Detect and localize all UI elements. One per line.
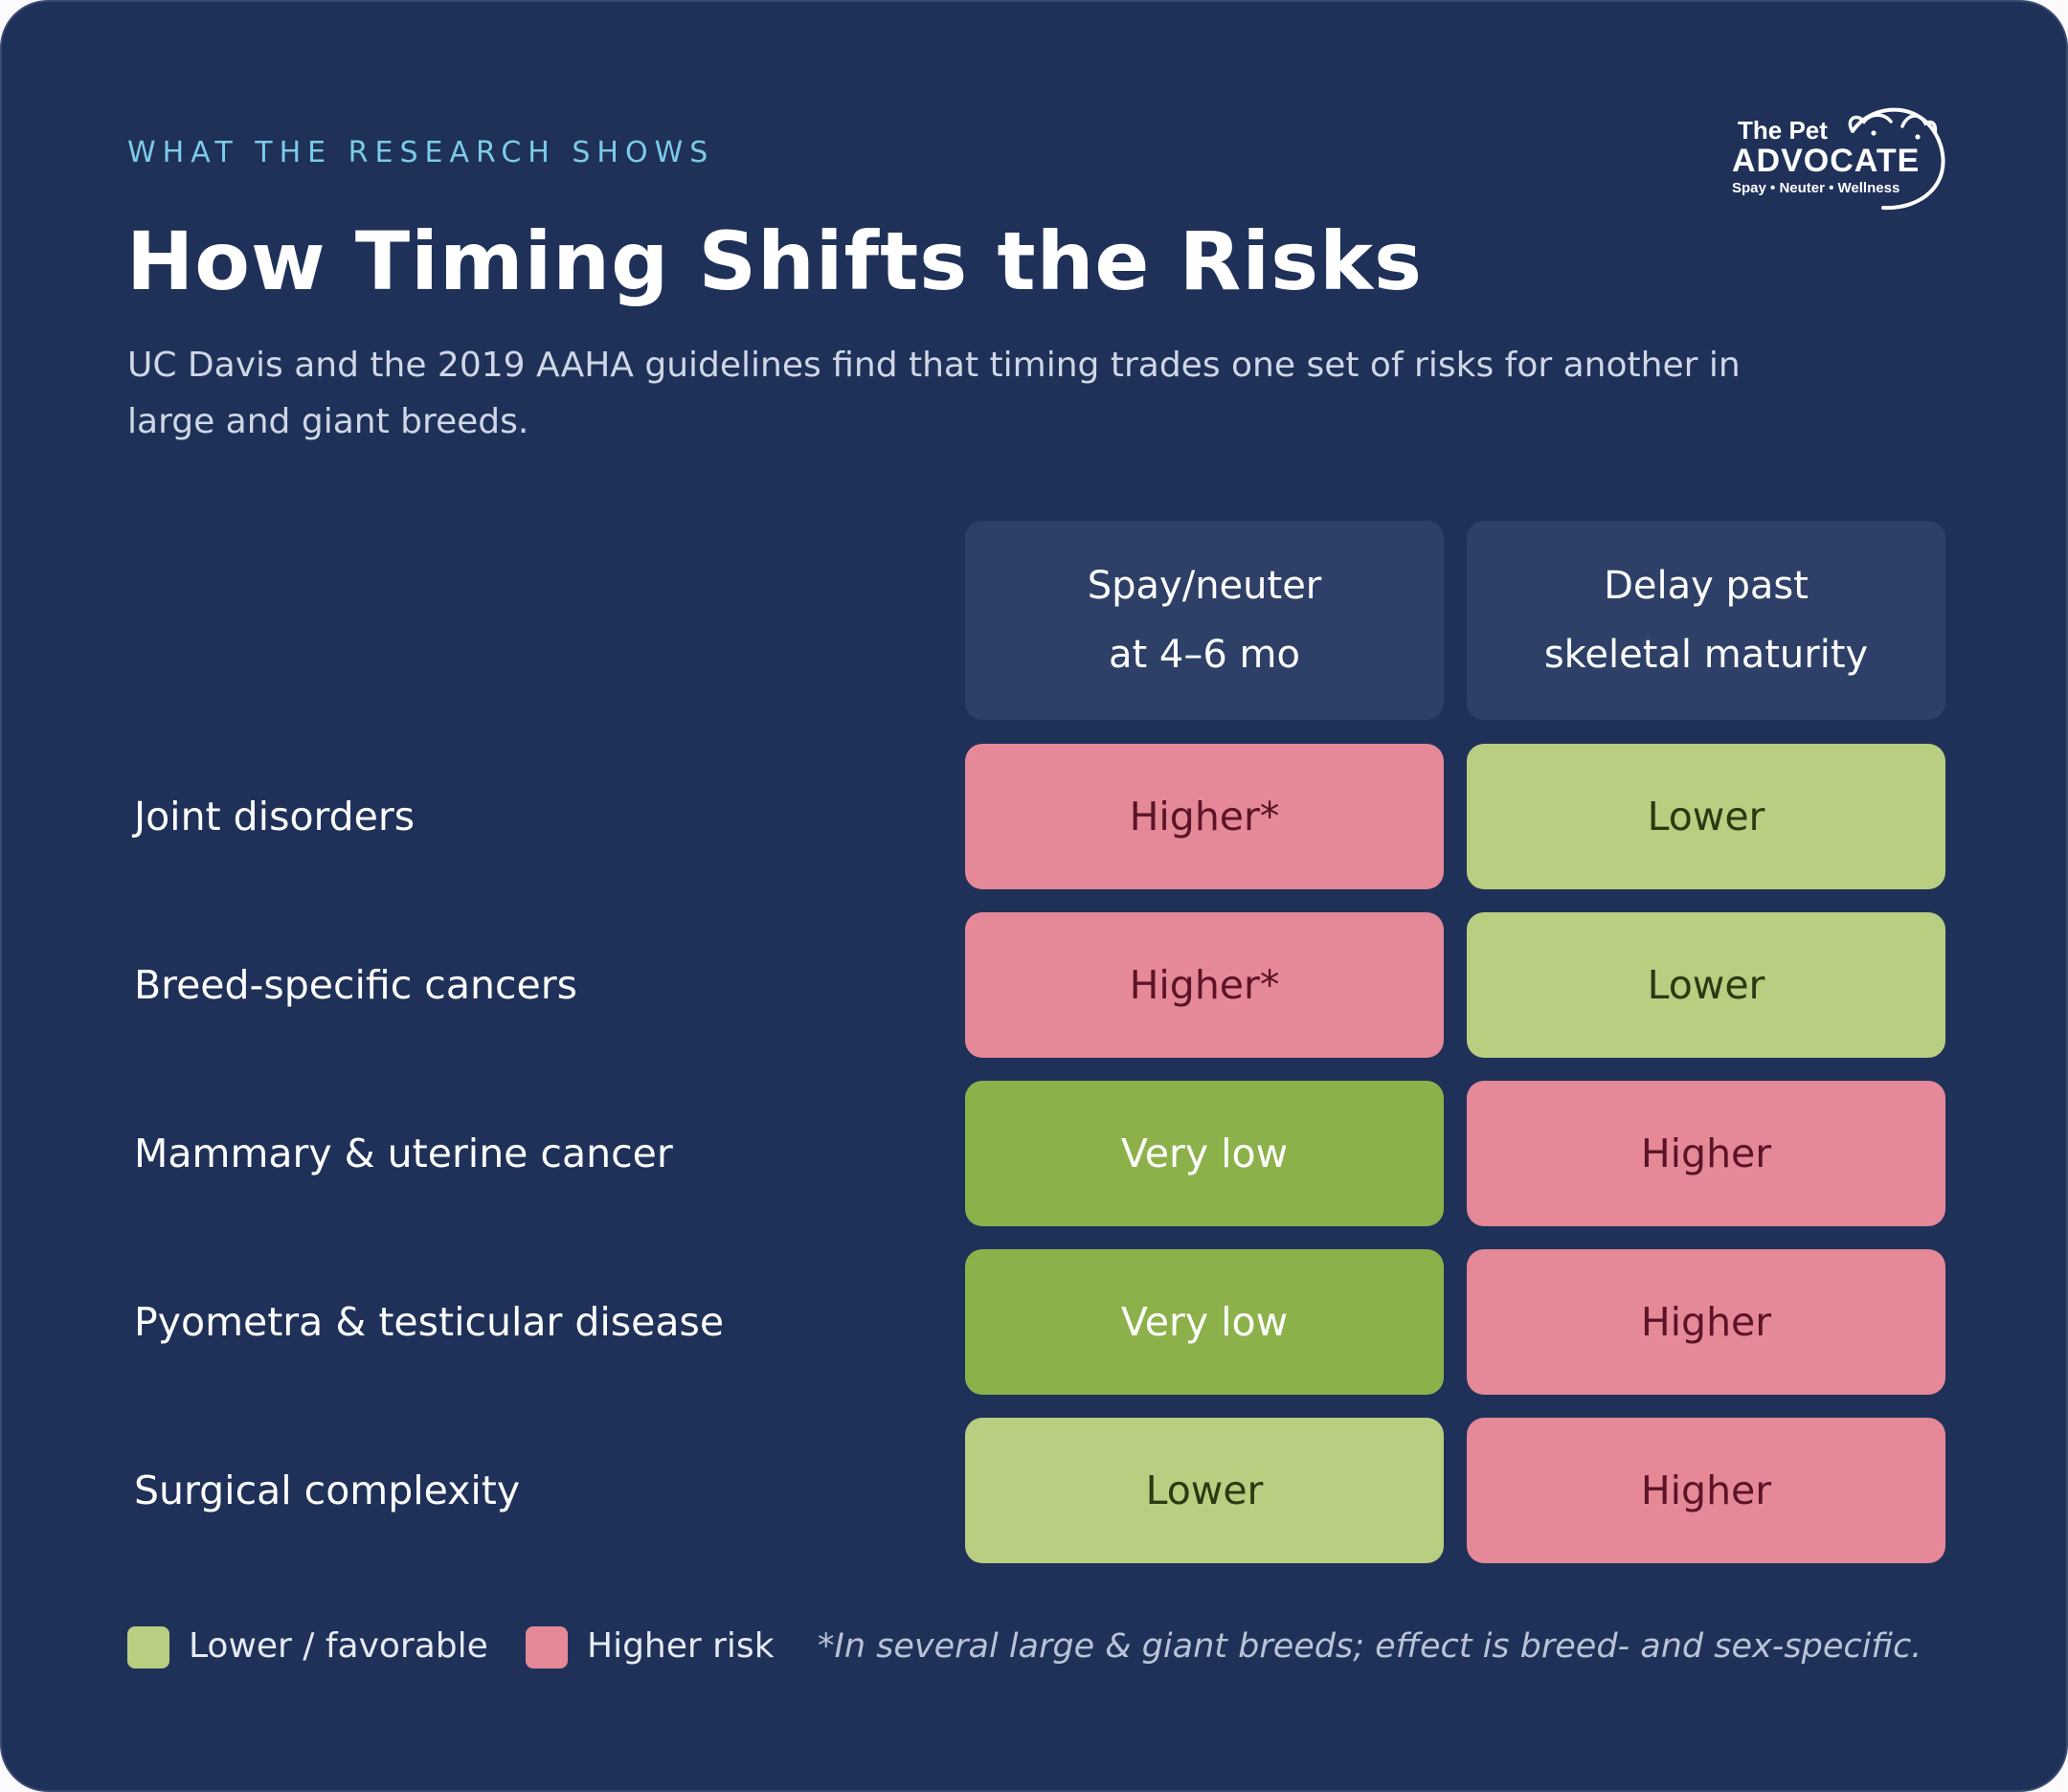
risk-cell: Higher (1467, 1081, 1945, 1226)
risk-cell: Very low (965, 1081, 1444, 1226)
page-subtitle: UC Davis and the 2019 AAHA guidelines fi… (127, 346, 1741, 441)
risk-cell: Lower (1467, 744, 1945, 889)
row-label-joint-disorders: Joint disorders (134, 794, 416, 840)
row-label-surgical-complexity: Surgical complexity (134, 1467, 521, 1513)
legend-label-favorable: Lower / favorable (189, 1626, 488, 1666)
risk-cell: Higher (1467, 1249, 1945, 1395)
page-title: How Timing Shifts the Risks (126, 214, 1423, 308)
column-header-early-line2: at 4–6 mo (1109, 633, 1300, 677)
row-label-mammary-uterine-cancer: Mammary & uterine cancer (134, 1131, 673, 1176)
logo-tagline: Spay • Neuter • Wellness (1732, 180, 1899, 196)
risk-cell: Very low (965, 1249, 1444, 1395)
eyebrow-label: WHAT THE RESEARCH SHOWS (127, 136, 715, 169)
legend-swatch-risk (526, 1626, 568, 1669)
risk-cell: Lower (1467, 912, 1945, 1058)
logo-line1: The Pet (1738, 116, 1828, 145)
column-header-delayed: Delay past skeletal maturity (1467, 521, 1945, 720)
risk-cell: Higher* (965, 912, 1444, 1058)
footnote: *In several large & giant breeds; effect… (818, 1627, 1922, 1666)
risk-cell: Higher* (965, 744, 1444, 889)
pet-advocate-logo: The Pet ADVOCATE Spay • Neuter • Wellnes… (1732, 107, 1945, 211)
column-header-delayed-line2: skeletal maturity (1543, 633, 1869, 677)
row-label-breed-specific-cancers: Breed-specific cancers (134, 962, 577, 1008)
risk-cell: Higher (1467, 1418, 1945, 1563)
logo-line2: ADVOCATE (1732, 143, 1920, 179)
legend-swatch-favorable (127, 1626, 169, 1669)
column-header-delayed-line1: Delay past (1604, 564, 1809, 608)
row-label-pyometra-testicular-disease: Pyometra & testicular disease (134, 1299, 725, 1345)
column-header-early-line1: Spay/neuter (1087, 564, 1322, 608)
column-header-early: Spay/neuter at 4–6 mo (965, 521, 1444, 720)
legend-label-risk: Higher risk (587, 1626, 775, 1666)
risk-cell: Lower (965, 1418, 1444, 1563)
